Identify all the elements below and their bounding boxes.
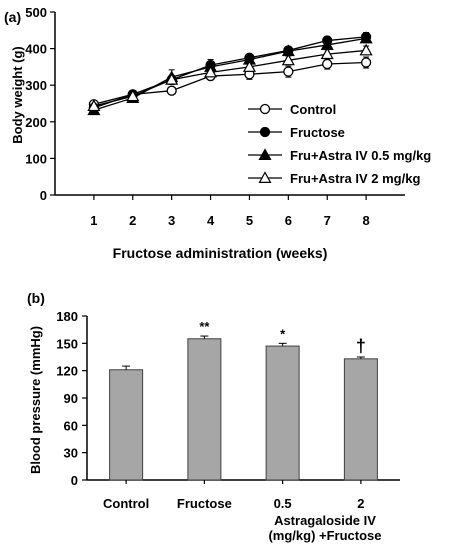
panel-b-bar bbox=[265, 345, 300, 481]
panel-b-group-label: Astragaloside IV bbox=[274, 513, 376, 528]
panel-b-label: (b) bbox=[27, 290, 45, 306]
panel-b: (b) Blood pressure (mmHg) 0 30 60 90 120 150 1… bbox=[27, 290, 400, 543]
panel-a-y-tick-label: 0 bbox=[40, 188, 47, 203]
panel-a-x-tick-label: 6 bbox=[285, 213, 292, 228]
panel-a-y-tick-label: 400 bbox=[25, 42, 47, 57]
panel-a-x-tick-label: 7 bbox=[324, 213, 331, 228]
panel-a-legend-label: Fructose bbox=[290, 125, 345, 140]
panel-a-legend-label: Control bbox=[290, 102, 336, 117]
panel-a-axes: 0 100 200 300 400 500 1 2 3 4 5 6 7 8 bbox=[25, 5, 405, 228]
panel-a-data-point bbox=[166, 85, 177, 96]
panel-b-y-tick-label: 60 bbox=[64, 418, 78, 433]
panel-a-data-point bbox=[320, 47, 334, 60]
panel-a-data-point bbox=[360, 57, 372, 68]
panel-a-data-point bbox=[359, 31, 373, 44]
panel-b-significance-mark: * bbox=[280, 326, 286, 341]
panel-a: (a) Body weight (g) Fructose administrat… bbox=[4, 5, 431, 261]
panel-a-legend-marker bbox=[258, 148, 272, 160]
panel-a-data-point bbox=[165, 72, 179, 85]
panel-b-y-tick-label: 180 bbox=[56, 309, 78, 324]
panel-a-series bbox=[87, 31, 373, 116]
panel-b-significance-mark: † bbox=[356, 336, 366, 356]
panel-b-y-tick-label: 90 bbox=[64, 391, 78, 406]
panel-a-legend-label: Fru+Astra IV 0.5 mg/kg bbox=[290, 148, 431, 163]
panel-a-x-tick-label: 4 bbox=[207, 213, 215, 228]
panel-a-y-tick-label: 300 bbox=[25, 78, 47, 93]
panel-a-data-point bbox=[126, 89, 140, 102]
panel-a-legend-marker bbox=[259, 126, 271, 138]
panel-a-data-point bbox=[242, 60, 256, 72]
panel-b-category-label: 2 bbox=[357, 496, 364, 511]
panel-a-legend-marker bbox=[258, 171, 272, 183]
panel-b-y-tick-label: 0 bbox=[71, 473, 78, 488]
panel-a-y-tick-label: 100 bbox=[25, 151, 47, 166]
panel-a-series-line bbox=[93, 49, 367, 107]
panel-a-x-tick-label: 1 bbox=[90, 213, 97, 228]
panel-b-significance-mark: ** bbox=[199, 319, 210, 334]
panel-a-data-point bbox=[87, 99, 101, 112]
panel-a-x-tick-label: 8 bbox=[362, 213, 369, 228]
panel-a-data-point bbox=[204, 65, 218, 78]
panel-a-legend: Control Fructose Fru+Astra IV 0.5 mg/kg Fru… bbox=[248, 102, 431, 186]
panel-a-y-axis-label: Body weight (g) bbox=[10, 46, 25, 144]
panel-a-series-line bbox=[93, 36, 367, 109]
panel-a-legend-label: Fru+Astra IV 2 mg/kg bbox=[290, 171, 420, 186]
panel-b-y-tick-label: 150 bbox=[56, 336, 78, 351]
panel-b-category-label: 0.5 bbox=[274, 496, 292, 511]
panel-b-category-label: Fructose bbox=[177, 496, 232, 511]
panel-b-category-label: Control bbox=[103, 496, 149, 511]
panel-a-label: (a) bbox=[4, 9, 21, 25]
panel-a-x-tick-label: 5 bbox=[246, 213, 253, 228]
panel-a-series-line bbox=[93, 37, 367, 111]
panel-b-bar bbox=[343, 358, 378, 481]
panel-a-data-point bbox=[322, 58, 333, 70]
panel-b-y-tick-label: 120 bbox=[56, 364, 78, 379]
panel-a-x-tick-label: 3 bbox=[168, 213, 175, 228]
panel-a-series-4 bbox=[87, 43, 373, 112]
panel-b-group-label-2: (mg/kg) +Fructose bbox=[268, 528, 381, 543]
panel-b-bar bbox=[187, 338, 222, 481]
panel-b-bar bbox=[109, 369, 144, 481]
panel-a-data-point bbox=[281, 53, 295, 66]
panel-b-y-tick-label: 30 bbox=[64, 446, 78, 461]
panel-a-x-tick-label: 2 bbox=[129, 213, 136, 228]
panel-a-y-tick-label: 500 bbox=[25, 5, 47, 20]
panel-a-data-point bbox=[359, 43, 373, 56]
panel-b-y-axis-label: Blood pressure (mmHg) bbox=[28, 326, 43, 474]
panel-a-y-tick-label: 200 bbox=[25, 115, 47, 130]
panel-b-bars: Control ** Fructose * 0.5 † 2 bbox=[103, 319, 378, 511]
panel-a-data-point bbox=[283, 66, 294, 77]
panel-a-legend-marker bbox=[259, 103, 271, 115]
panel-a-x-axis-label: Fructose administration (weeks) bbox=[113, 245, 328, 261]
